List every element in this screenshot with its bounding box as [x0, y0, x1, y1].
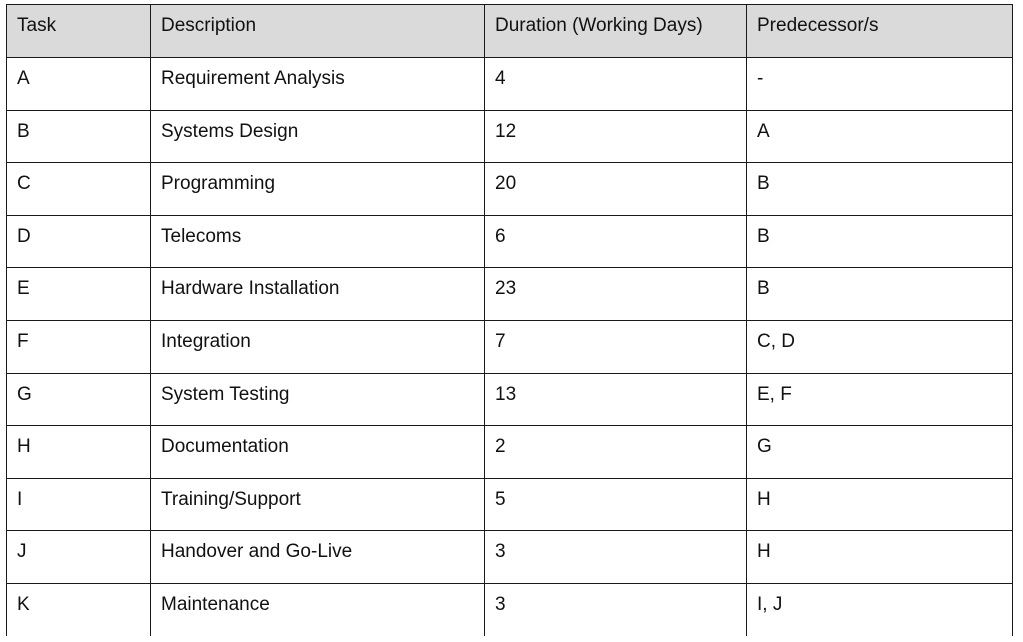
predecessor-cell: I, J [746, 582, 1013, 637]
predecessor-cell: A [746, 109, 1013, 164]
description-cell: Maintenance [150, 582, 485, 637]
predecessor-cell: H [746, 530, 1013, 584]
duration-cell: 2 [484, 425, 747, 479]
task-cell: F [6, 319, 151, 374]
duration-cell: 20 [484, 162, 747, 216]
duration-cell: 23 [484, 267, 747, 321]
predecessor-cell: G [746, 425, 1013, 479]
task-cell: B [6, 109, 151, 164]
duration-cell: 6 [484, 214, 747, 269]
duration-cell: 3 [484, 582, 747, 637]
table-row: H Documentation 2 G [6, 425, 1013, 479]
task-cell: K [6, 582, 151, 637]
predecessor-cell: - [746, 57, 1013, 111]
table-row: A Requirement Analysis 4 - [6, 57, 1013, 111]
task-cell: H [6, 425, 151, 479]
table-row: F Integration 7 C, D [6, 319, 1013, 374]
table-row: D Telecoms 6 B [6, 214, 1013, 269]
table-row: I Training/Support 5 H [6, 477, 1013, 532]
description-cell: Handover and Go-Live [150, 530, 485, 584]
table-row: B Systems Design 12 A [6, 109, 1013, 164]
task-cell: C [6, 162, 151, 216]
description-cell: Telecoms [150, 214, 485, 269]
table-row: K Maintenance 3 I, J [6, 582, 1013, 637]
header-row: Task Description Duration (Working Days)… [6, 4, 1013, 58]
header-description: Description [150, 4, 485, 58]
duration-cell: 3 [484, 530, 747, 584]
predecessor-cell: B [746, 162, 1013, 216]
predecessor-cell: B [746, 214, 1013, 269]
task-table-container: Task Description Duration (Working Days)… [6, 4, 1013, 637]
duration-cell: 7 [484, 319, 747, 374]
predecessor-cell: C, D [746, 319, 1013, 374]
header-predecessors: Predecessor/s [746, 4, 1013, 58]
task-cell: E [6, 267, 151, 321]
table-row: J Handover and Go-Live 3 H [6, 530, 1013, 584]
table-row: C Programming 20 B [6, 162, 1013, 216]
task-cell: J [6, 530, 151, 584]
description-cell: Programming [150, 162, 485, 216]
duration-cell: 5 [484, 477, 747, 532]
description-cell: Requirement Analysis [150, 57, 485, 111]
task-cell: D [6, 214, 151, 269]
task-cell: G [6, 372, 151, 427]
predecessor-cell: B [746, 267, 1013, 321]
description-cell: Hardware Installation [150, 267, 485, 321]
duration-cell: 12 [484, 109, 747, 164]
description-cell: Training/Support [150, 477, 485, 532]
description-cell: Integration [150, 319, 485, 374]
description-cell: System Testing [150, 372, 485, 427]
task-table: Task Description Duration (Working Days)… [6, 4, 1013, 637]
description-cell: Documentation [150, 425, 485, 479]
header-task: Task [6, 4, 151, 58]
task-cell: I [6, 477, 151, 532]
header-duration: Duration (Working Days) [484, 4, 747, 58]
task-cell: A [6, 57, 151, 111]
predecessor-cell: E, F [746, 372, 1013, 427]
table-row: E Hardware Installation 23 B [6, 267, 1013, 321]
description-cell: Systems Design [150, 109, 485, 164]
duration-cell: 13 [484, 372, 747, 427]
table-row: G System Testing 13 E, F [6, 372, 1013, 427]
predecessor-cell: H [746, 477, 1013, 532]
duration-cell: 4 [484, 57, 747, 111]
